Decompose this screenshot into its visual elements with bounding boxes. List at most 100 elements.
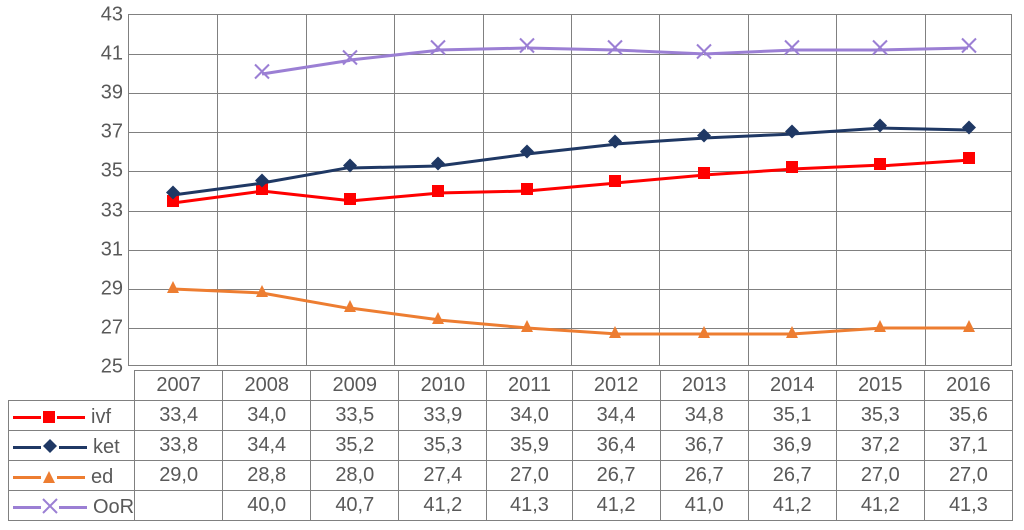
series-point-ed: [609, 325, 621, 343]
data-cell: 34,0: [487, 401, 572, 431]
legend-cell-ivf: ivf: [9, 401, 135, 431]
series-point-ket: [520, 144, 534, 163]
series-point-ket: [608, 135, 622, 154]
data-cell: 33,9: [399, 401, 487, 431]
legend-swatch-ivf: ivf: [13, 406, 111, 429]
series-point-OoR: [255, 64, 269, 83]
series-point-ivf: [344, 192, 356, 210]
series-line-ket: [350, 164, 438, 169]
legend-label-ed: ed: [91, 466, 113, 489]
series-point-ket: [166, 185, 180, 204]
series-point-ed: [786, 325, 798, 343]
x-category-label: 2007: [135, 371, 223, 401]
data-cell: 36,4: [572, 431, 660, 461]
legend-swatch-ket: ket: [13, 436, 120, 459]
data-cell: 28,8: [223, 461, 311, 491]
data-cell: 37,2: [836, 431, 924, 461]
x-gridline: [836, 15, 837, 365]
legend-cell-ed: ed: [9, 461, 135, 491]
series-point-ed: [963, 319, 975, 337]
x-category-label: 2009: [311, 371, 399, 401]
data-cell: 33,8: [135, 431, 223, 461]
series-point-ket: [873, 119, 887, 138]
series-point-ivf: [432, 184, 444, 202]
data-cell: 36,9: [748, 431, 836, 461]
series-point-ket: [255, 174, 269, 193]
series-point-ivf: [609, 174, 621, 192]
data-table: 2007200820092010201120122013201420152016…: [8, 370, 1013, 521]
data-cell: 33,5: [311, 401, 399, 431]
x-category-label: 2011: [487, 371, 572, 401]
gridline: [129, 250, 1011, 251]
x-category-label: 2014: [748, 371, 836, 401]
data-cell: 26,7: [748, 461, 836, 491]
data-cell: 26,7: [660, 461, 748, 491]
gridline: [129, 93, 1011, 94]
legend-cell-ket: ket: [9, 431, 135, 461]
legend-label-ivf: ivf: [91, 406, 111, 429]
data-cell: 35,2: [311, 431, 399, 461]
data-cell: 35,6: [924, 401, 1012, 431]
data-cell: 35,3: [836, 401, 924, 431]
series-point-ket: [697, 129, 711, 148]
series-line-ed: [880, 326, 968, 329]
data-cell: 27,0: [487, 461, 572, 491]
series-line-ed: [704, 332, 792, 335]
legend-label-OoR: OoR: [93, 496, 134, 519]
data-cell: 41,3: [924, 491, 1012, 521]
y-tick-label: 31: [101, 238, 129, 261]
x-gridline: [925, 15, 926, 365]
data-cell: 41,2: [399, 491, 487, 521]
data-cell: 35,3: [399, 431, 487, 461]
data-cell: 41,2: [836, 491, 924, 521]
data-cell: 41,2: [572, 491, 660, 521]
series-point-ivf: [786, 160, 798, 178]
data-cell: 40,7: [311, 491, 399, 521]
series-point-OoR: [697, 45, 711, 64]
series-point-OoR: [608, 41, 622, 60]
data-cell: 34,4: [572, 401, 660, 431]
y-tick-label: 41: [101, 43, 129, 66]
series-line-OoR: [792, 49, 880, 52]
data-cell: 34,0: [223, 401, 311, 431]
data-cell: 27,0: [836, 461, 924, 491]
x-category-label: 2013: [660, 371, 748, 401]
data-cell: 27,4: [399, 461, 487, 491]
series-point-OoR: [520, 39, 534, 58]
series-point-ket: [785, 125, 799, 144]
data-cell: 27,0: [924, 461, 1012, 491]
data-cell: 33,4: [135, 401, 223, 431]
data-cell: 34,4: [223, 431, 311, 461]
data-cell: 40,0: [223, 491, 311, 521]
y-tick-label: 35: [101, 160, 129, 183]
x-category-label: 2016: [924, 371, 1012, 401]
y-tick-label: 33: [101, 199, 129, 222]
series-point-ed: [698, 325, 710, 343]
series-point-OoR: [785, 41, 799, 60]
series-line-ed: [615, 332, 703, 335]
x-gridline: [571, 15, 572, 365]
x-gridline: [659, 15, 660, 365]
series-point-ed: [256, 284, 268, 302]
data-cell: 35,9: [487, 431, 572, 461]
x-category-label: 2012: [572, 371, 660, 401]
legend-swatch-OoR: OoR: [13, 496, 134, 519]
data-cell: 41,2: [748, 491, 836, 521]
y-tick-label: 25: [101, 356, 129, 379]
data-cell: 37,1: [924, 431, 1012, 461]
x-category-label: 2008: [223, 371, 311, 401]
y-tick-label: 43: [101, 4, 129, 27]
y-tick-label: 37: [101, 121, 129, 144]
data-cell: 35,1: [748, 401, 836, 431]
data-cell: 41,0: [660, 491, 748, 521]
legend-swatch-ed: ed: [13, 466, 113, 489]
y-tick-label: 27: [101, 316, 129, 339]
data-cell: 41,3: [487, 491, 572, 521]
data-cell: 34,8: [660, 401, 748, 431]
series-point-ket: [962, 121, 976, 140]
gridline: [129, 211, 1011, 212]
plot-region: 25272931333537394143: [128, 14, 1012, 366]
data-cell: 29,0: [135, 461, 223, 491]
series-point-ed: [874, 319, 886, 337]
series-point-ivf: [963, 151, 975, 169]
